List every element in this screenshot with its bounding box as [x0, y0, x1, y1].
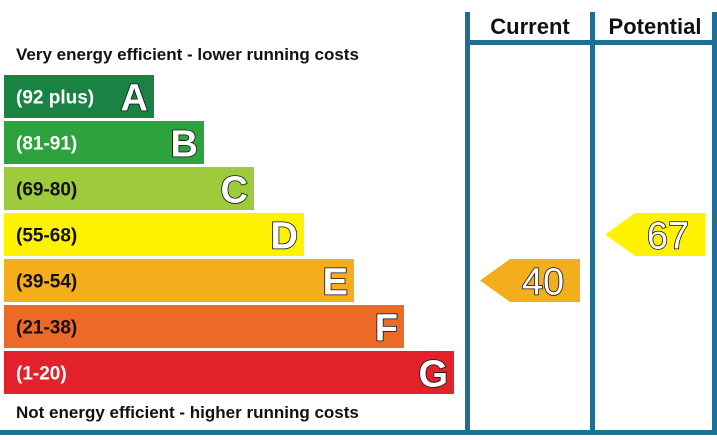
band-letter: A	[121, 78, 148, 120]
band-e: (39-54) E	[4, 259, 354, 304]
current-score-arrow-shape	[480, 259, 580, 302]
band-range-label: (55-68)	[16, 226, 77, 247]
potential-score-arrow-value: 67	[647, 216, 689, 258]
band-bar-a	[4, 75, 154, 118]
band-b: (81-91) B	[4, 121, 204, 166]
header-divider-rule	[465, 40, 717, 45]
band-range-label: (21-38)	[16, 318, 77, 339]
frame-left-rule	[465, 12, 470, 435]
band-bar-d	[4, 213, 304, 256]
rating-bands: (92 plus) A(81-91) B(69-80) C(55-68) D(39-54…	[4, 75, 454, 396]
current-column-header: Current	[490, 14, 570, 39]
band-d: (55-68) D	[4, 213, 304, 258]
potential-column-header: Potential	[609, 14, 702, 39]
top-caption: Very energy efficient - lower running co…	[16, 45, 359, 64]
current-score-arrow: 40	[480, 259, 580, 304]
current-score-arrow-value: 40	[522, 262, 564, 304]
band-bar-e	[4, 259, 354, 302]
band-bar-c	[4, 167, 254, 210]
band-bar-b	[4, 121, 204, 164]
band-range-label: (39-54)	[16, 272, 77, 293]
band-bar-g	[4, 351, 454, 394]
band-range-label: (81-91)	[16, 134, 77, 155]
band-g: (1-20) G	[4, 351, 454, 396]
band-letter: F	[375, 308, 398, 350]
band-a: (92 plus) A	[4, 75, 154, 120]
band-bar-f	[4, 305, 404, 348]
bottom-caption: Not energy efficient - higher running co…	[16, 403, 359, 422]
band-range-label: (92 plus)	[16, 88, 94, 109]
band-letter: E	[323, 262, 348, 304]
band-letter: C	[221, 170, 248, 212]
band-letter: G	[418, 354, 448, 396]
potential-score-arrow-shape	[605, 213, 705, 256]
band-c: (69-80) C	[4, 167, 254, 212]
frame-middle-rule	[590, 12, 595, 435]
band-f: (21-38) F	[4, 305, 404, 350]
potential-score-arrow: 67	[605, 213, 705, 258]
band-letter: B	[171, 124, 198, 166]
band-range-label: (1-20)	[16, 364, 67, 385]
frame-right-rule	[712, 12, 717, 435]
band-range-label: (69-80)	[16, 180, 77, 201]
frame-bottom-rule	[0, 430, 717, 435]
score-arrows: 40 67	[480, 213, 705, 304]
band-letter: D	[271, 216, 298, 258]
